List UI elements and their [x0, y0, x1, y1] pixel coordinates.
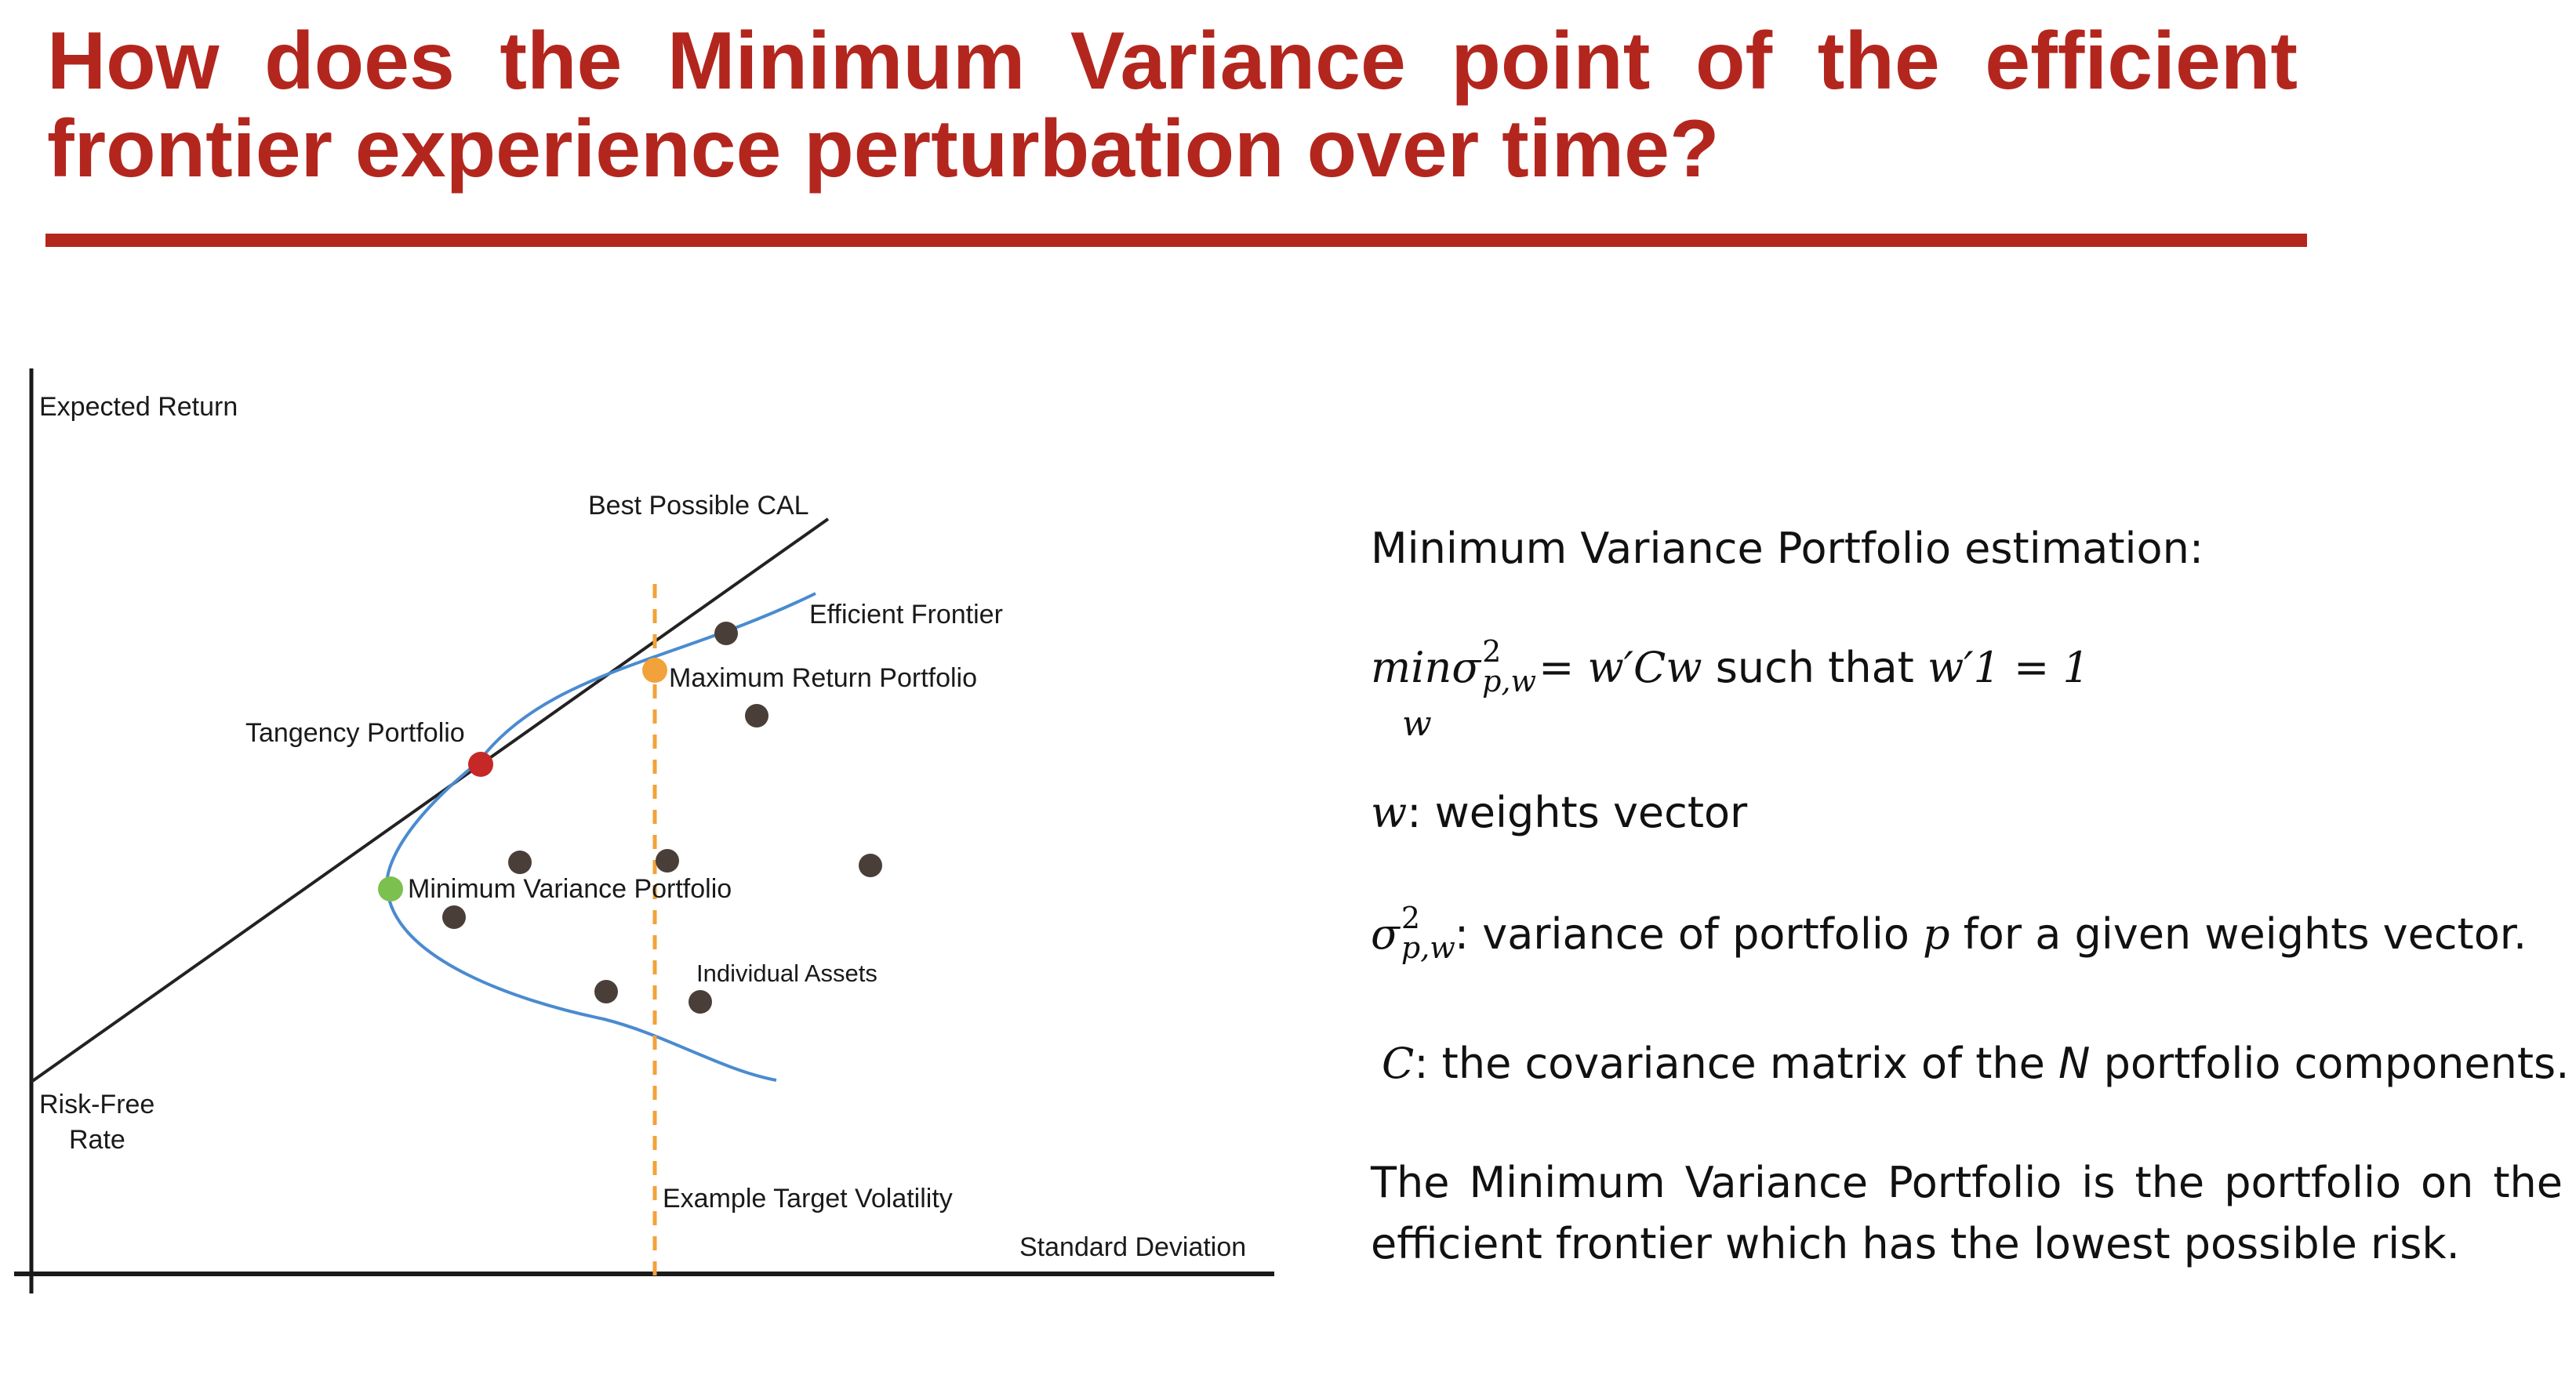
asset-point [859, 854, 882, 877]
asset-point [689, 990, 712, 1014]
sigma-definition: σ 2 p,w: variance of portfolio p for a giv… [1371, 901, 2527, 966]
conclusion-text: The Minimum Variance Portfolio is the po… [1371, 1158, 2563, 1268]
formula-rhs: = w′Cw [1539, 643, 1702, 692]
formula-under: w [1402, 704, 1432, 744]
c-definition: C: the covariance matrix of the N portfo… [1382, 1039, 2570, 1088]
tangency-label: Tangency Portfolio [245, 718, 465, 748]
formula-line: min w σ 2 p,w = w′Cw such that w′1 = 1 [1371, 634, 2090, 744]
target-volatility-label: Example Target Volatility [663, 1184, 953, 1214]
asset-point [714, 622, 738, 645]
formula-min-block: min w [1371, 643, 1452, 744]
asset-point [442, 905, 466, 929]
max-return-portfolio-point [642, 658, 667, 683]
formula-such-that: such that [1702, 643, 1928, 692]
assets-label: Individual Assets [696, 960, 877, 987]
cal-label: Best Possible CAL [588, 491, 809, 521]
min-variance-portfolio-point [378, 876, 403, 902]
asset-point [656, 849, 679, 873]
title-underline [45, 234, 2307, 247]
frontier-label: Efficient Frontier [809, 600, 1003, 629]
formula-sigma: σ [1451, 643, 1481, 692]
y-axis-label: Expected Return [39, 392, 238, 422]
risk-free-label-line2: Rate [69, 1125, 125, 1155]
efficient-frontier-diagram: Expected Return Standard Deviation Best … [14, 368, 1274, 1293]
panel-heading: Minimum Variance Portfolio estimation: [1371, 524, 2204, 573]
asset-point [745, 704, 768, 727]
page-title: How does the Minimum Variance point of t… [47, 16, 2298, 194]
w-definition: w: weights vector [1371, 788, 1748, 837]
risk-free-label-line1: Risk-Free [39, 1090, 154, 1119]
x-axis-label: Standard Deviation [1019, 1232, 1246, 1262]
cal-line [30, 517, 830, 1083]
formula-indices: 2 p,w [1482, 634, 1537, 699]
max-return-label: Maximum Return Portfolio [669, 663, 977, 693]
asset-point [594, 980, 618, 1003]
tangency-portfolio-point [468, 752, 493, 777]
asset-point [508, 851, 532, 874]
formula-constraint: w′1 = 1 [1927, 643, 2090, 692]
min-variance-label: Minimum Variance Portfolio [408, 874, 732, 904]
